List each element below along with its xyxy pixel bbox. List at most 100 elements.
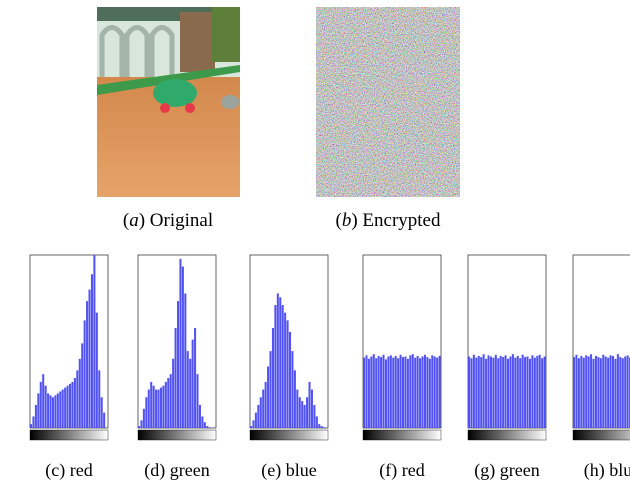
- bar: [539, 355, 541, 428]
- bar: [309, 382, 311, 428]
- bar: [387, 356, 389, 428]
- bar: [165, 382, 167, 428]
- bar: [375, 358, 377, 428]
- bar: [57, 393, 59, 428]
- bar: [619, 357, 621, 428]
- panel-caption: (h) blue: [584, 460, 630, 481]
- bar: [54, 395, 56, 428]
- bar: [488, 355, 490, 428]
- bar: [250, 426, 252, 428]
- bar: [373, 354, 375, 428]
- panel-caption: (g) green: [474, 460, 539, 481]
- bar: [370, 356, 372, 428]
- bar: [199, 405, 201, 428]
- bar: [311, 390, 313, 428]
- bar: [617, 354, 619, 428]
- panel-caption: (f) red: [379, 460, 424, 481]
- bar: [419, 358, 421, 428]
- bar: [395, 356, 397, 428]
- bar: [610, 355, 612, 428]
- bar: [402, 357, 404, 428]
- bar: [485, 359, 487, 428]
- bar: [404, 356, 406, 428]
- bar: [622, 358, 624, 428]
- bar: [306, 397, 308, 428]
- caption-part: b: [342, 210, 352, 231]
- bar: [145, 397, 147, 428]
- bar: [52, 397, 54, 428]
- bar: [495, 355, 497, 428]
- bar: [158, 390, 160, 428]
- bar: [595, 356, 597, 428]
- bar: [392, 358, 394, 428]
- bar: [407, 359, 409, 428]
- bar: [262, 390, 264, 428]
- encrypted-image: [316, 7, 460, 197]
- bar: [624, 356, 626, 428]
- bar: [378, 356, 380, 428]
- gray-scale-bar: [468, 430, 546, 440]
- bar: [274, 305, 276, 428]
- bar: [527, 356, 529, 428]
- bar: [522, 355, 524, 428]
- bar: [304, 405, 306, 428]
- bar: [400, 355, 402, 428]
- bar: [179, 259, 181, 428]
- bar: [492, 358, 494, 428]
- bar: [365, 355, 367, 428]
- bar: [524, 357, 526, 428]
- bar: [534, 358, 536, 428]
- bar: [431, 355, 433, 428]
- bar: [490, 356, 492, 428]
- bar: [101, 397, 103, 428]
- caption-part: a: [129, 210, 139, 231]
- bar: [318, 424, 320, 428]
- bar: [502, 357, 504, 428]
- bar: [291, 351, 293, 428]
- bar: [284, 313, 286, 428]
- bar: [260, 397, 262, 428]
- bar: [160, 388, 162, 428]
- bar: [204, 422, 206, 428]
- gray-scale-bar: [363, 430, 441, 440]
- bar: [397, 358, 399, 428]
- bar: [294, 370, 296, 428]
- bar: [593, 359, 595, 428]
- bar: [255, 413, 257, 428]
- bar: [602, 355, 604, 428]
- bar: [47, 393, 49, 428]
- bar: [93, 255, 95, 428]
- bar: [409, 355, 411, 428]
- bar: [612, 356, 614, 428]
- bar: [507, 359, 509, 428]
- bar: [270, 351, 272, 428]
- gray-scale-bar: [573, 430, 630, 440]
- bar: [138, 426, 140, 428]
- bar: [69, 384, 71, 428]
- figure: (a) Original (b) Encrypted (c) red(d) gr…: [0, 0, 630, 495]
- bar: [30, 424, 32, 428]
- bar: [162, 386, 164, 428]
- page: (a) Original (b) Encrypted (c) red(d) gr…: [0, 0, 630, 495]
- bar: [575, 355, 577, 428]
- bar: [597, 357, 599, 428]
- bar: [79, 359, 81, 428]
- bar: [153, 386, 155, 428]
- bar: [414, 358, 416, 428]
- bar: [434, 356, 436, 428]
- bar: [42, 374, 44, 428]
- bar: [480, 357, 482, 428]
- bar: [96, 313, 98, 428]
- bar: [607, 358, 609, 428]
- bar: [578, 358, 580, 428]
- bar: [194, 328, 196, 428]
- bar: [59, 391, 61, 428]
- bar: [590, 354, 592, 428]
- panel-caption: (e) blue: [261, 460, 316, 481]
- bar: [412, 354, 414, 428]
- bar: [148, 390, 150, 428]
- bar: [424, 355, 426, 428]
- bar: [614, 359, 616, 428]
- bar: [417, 356, 419, 428]
- bar: [40, 382, 42, 428]
